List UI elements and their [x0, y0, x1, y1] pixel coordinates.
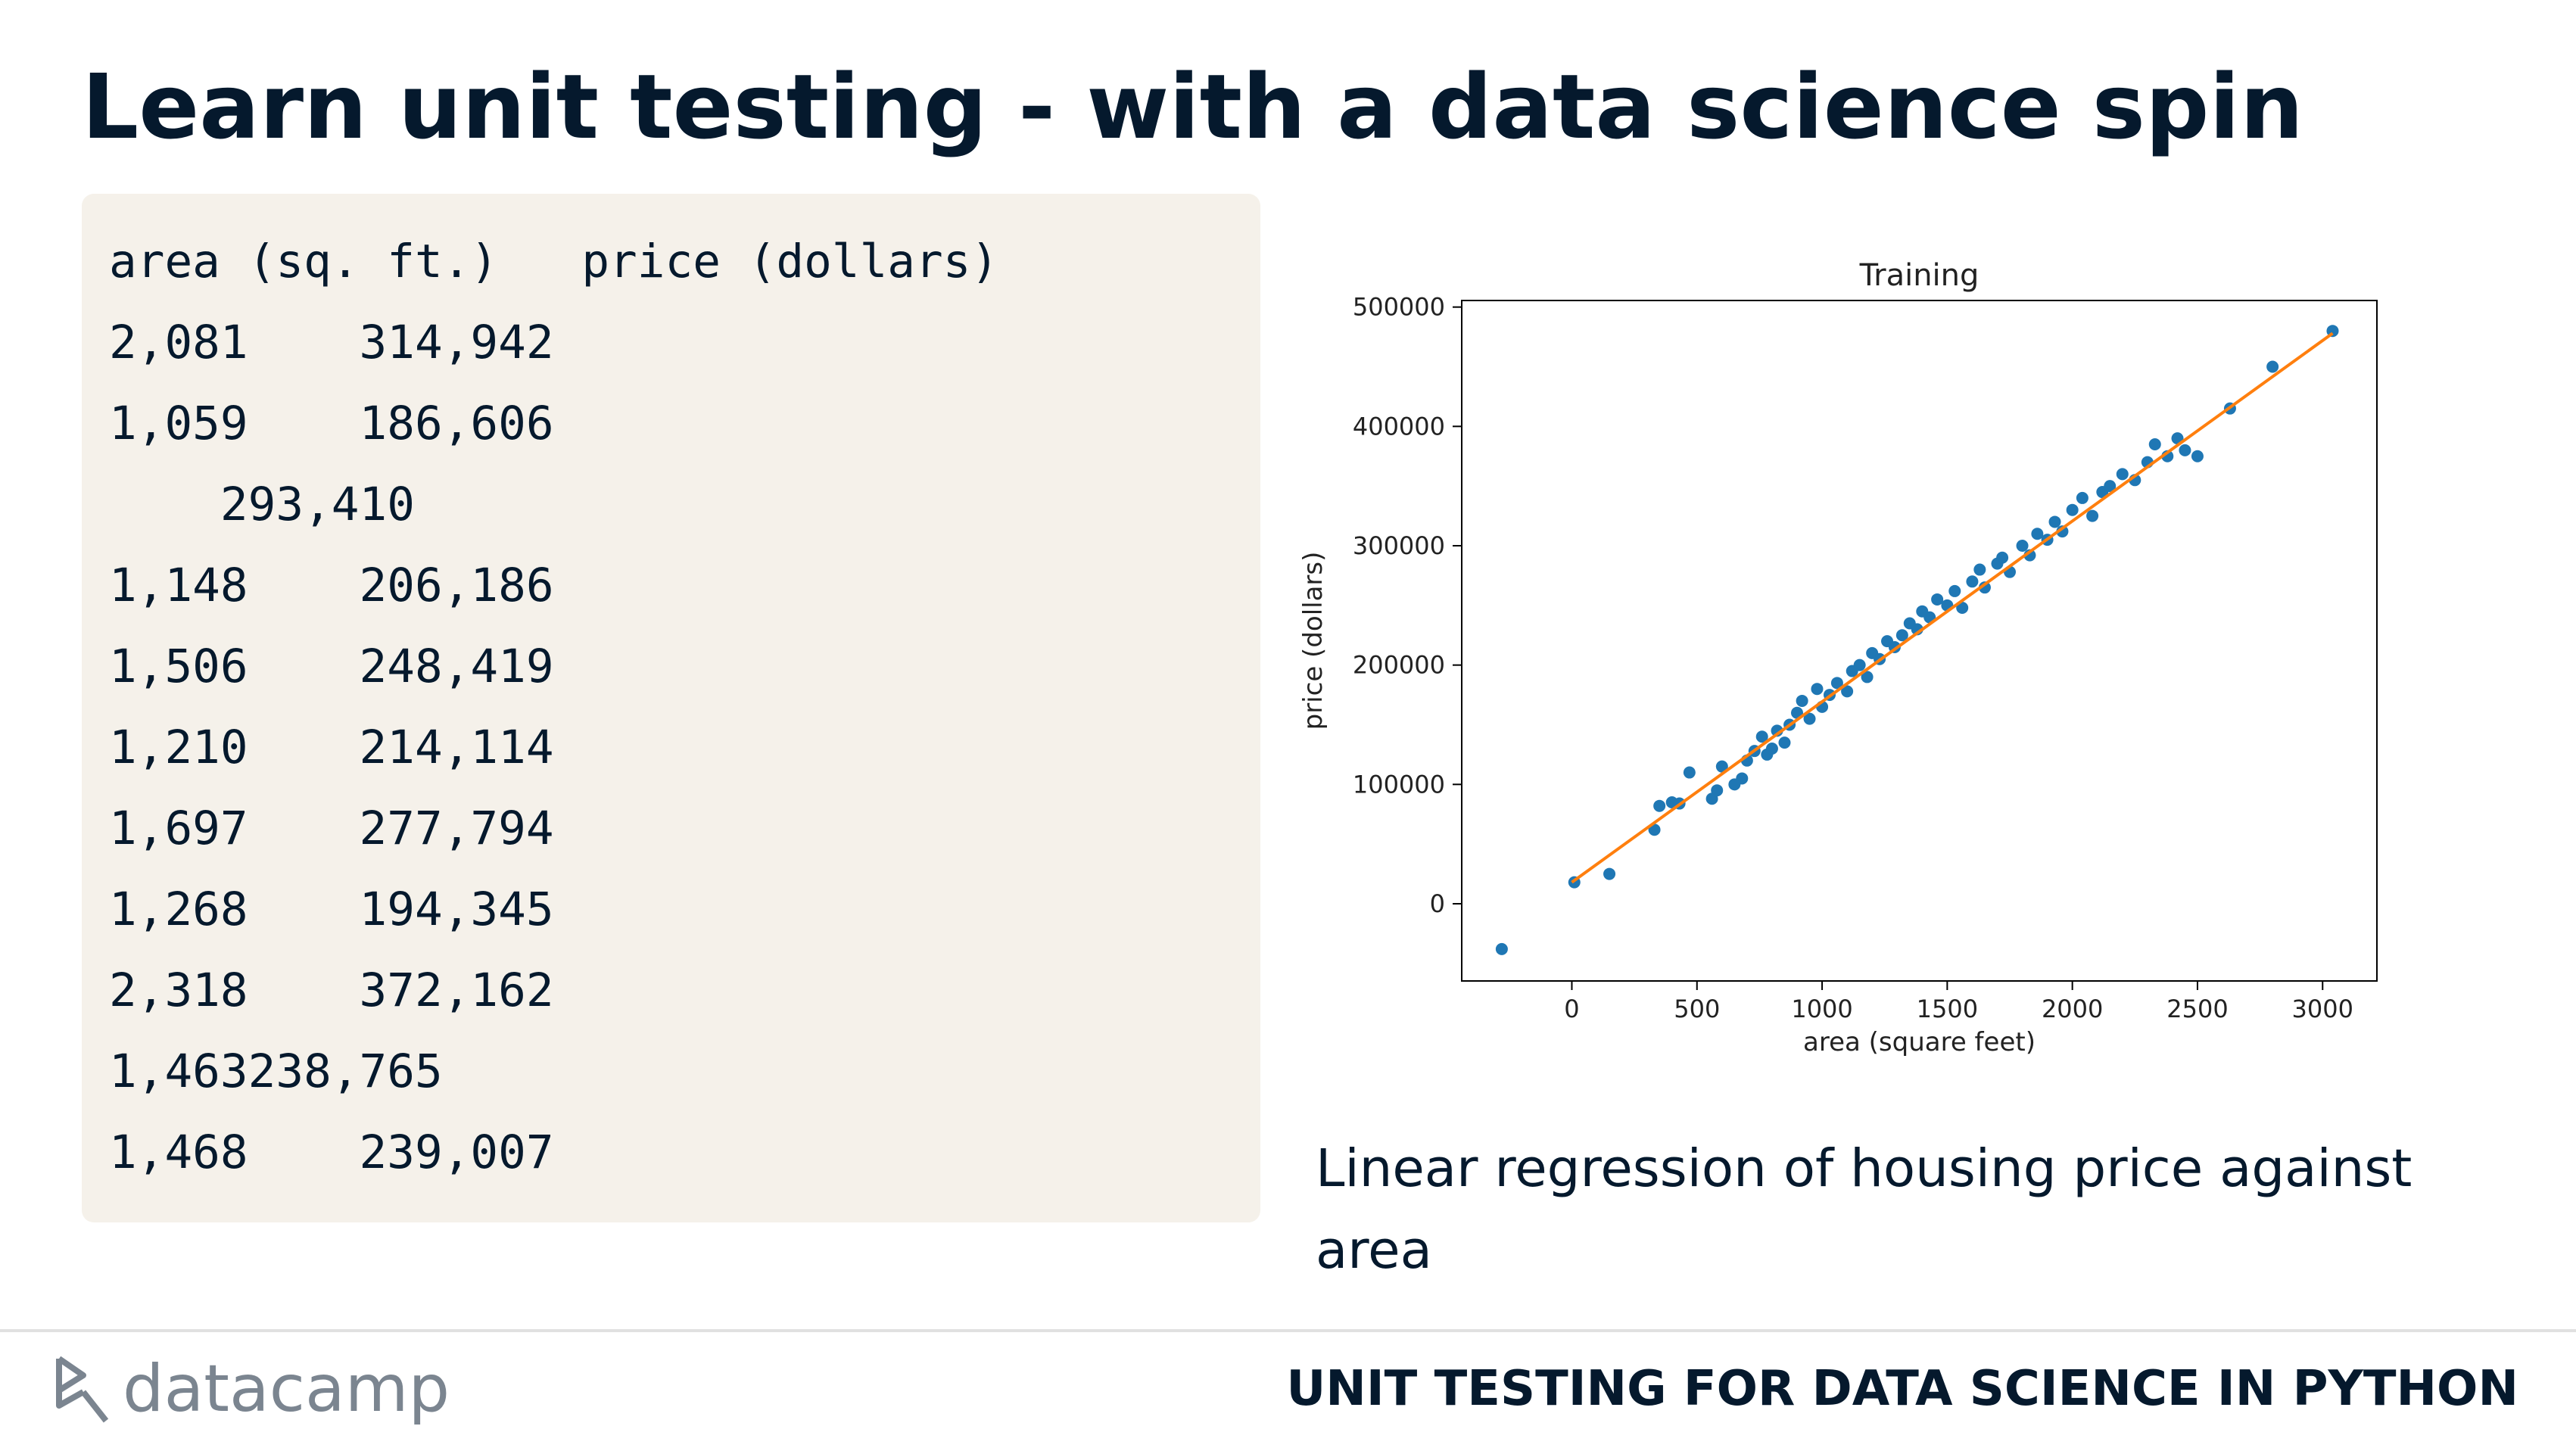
data-point: [1603, 867, 1616, 880]
data-point: [1653, 799, 1666, 812]
y-tick-label: 500000: [1353, 293, 1445, 322]
code-line: 1,210 214,114: [109, 721, 554, 774]
data-point: [1803, 712, 1816, 725]
code-line: 1,148 206,186: [109, 559, 554, 612]
data-point: [1755, 730, 1768, 743]
y-tick-label: 100000: [1353, 770, 1445, 799]
code-line: 1,468 239,007: [109, 1126, 554, 1179]
data-point: [2179, 444, 2191, 456]
footer-rule: [0, 1329, 2576, 1332]
code-line: 2,318 372,162: [109, 964, 554, 1017]
data-point: [1778, 736, 1791, 749]
code-line: 1,268 194,345: [109, 883, 554, 936]
x-tick-label: 2000: [2042, 995, 2103, 1023]
data-point: [2104, 480, 2117, 493]
data-point: [1796, 694, 1808, 707]
x-tick-label: 1500: [1917, 995, 1978, 1023]
data-point: [1648, 824, 1661, 836]
data-point: [2066, 503, 2079, 516]
data-point: [2086, 509, 2099, 522]
data-point: [1841, 685, 1854, 698]
y-tick-label: 300000: [1353, 531, 1445, 560]
data-point: [2191, 450, 2204, 462]
data-point: [1966, 575, 1979, 588]
x-tick-label: 3000: [2292, 995, 2353, 1023]
data-point: [1996, 551, 2009, 564]
data-point: [2116, 468, 2129, 481]
data-point: [1736, 772, 1749, 785]
logo-text: datacamp: [123, 1351, 450, 1427]
slide-title: Learn unit testing - with a data science…: [82, 54, 2303, 159]
code-line: 1,506 248,419: [109, 640, 554, 693]
chart: Training 0 500 1000 1500 2000 2500 3000 0 100000 2…: [1298, 258, 2378, 1057]
data-point: [1978, 581, 1991, 594]
logo-icon: [56, 1356, 109, 1423]
data-point: [1683, 766, 1696, 779]
data-point: [2056, 525, 2069, 538]
y-axis-label: price (dollars): [1298, 552, 1328, 730]
data-point: [1715, 760, 1728, 773]
data-point: [2048, 515, 2061, 528]
course-name: UNIT TESTING FOR DATA SCIENCE IN PYTHON: [1286, 1361, 2518, 1417]
code-line: 293,410: [109, 478, 415, 531]
caption: Linear regression of housing price again…: [1316, 1138, 2412, 1281]
x-tick-label: 1000: [1791, 995, 1852, 1023]
x-tick-label: 500: [1674, 995, 1720, 1023]
data-point: [1948, 584, 1961, 597]
y-tick-label: 200000: [1353, 651, 1445, 680]
data-point: [1811, 683, 1824, 696]
data-point: [1931, 593, 1944, 606]
chart-title: Training: [1859, 258, 1980, 293]
data-point: [1853, 659, 1866, 671]
logo: datacamp: [53, 1347, 450, 1431]
data-point: [2148, 437, 2161, 450]
data-point: [2016, 539, 2029, 552]
x-axis-label: area (square feet): [1803, 1027, 2036, 1057]
data-point: [2031, 528, 2044, 540]
code-block: area (sq. ft.) price (dollars) 2,081 314,…: [82, 194, 1260, 1222]
fit-line: [1571, 332, 2334, 884]
code-line: 1,059 186,606: [109, 397, 554, 450]
data-point: [1861, 671, 1874, 683]
x-tick-label: 2500: [2166, 995, 2228, 1023]
y-tick-label: 0: [1430, 889, 1445, 918]
data-point: [1956, 601, 1969, 614]
code-line: 1,697 277,794: [109, 802, 554, 855]
data-point: [2266, 360, 2279, 373]
code-line: 1,463238,765: [109, 1045, 443, 1098]
data-point: [1765, 743, 1778, 755]
data-point: [2076, 491, 2089, 504]
data-point: [1711, 784, 1724, 797]
data-point: [1830, 677, 1843, 690]
data-point: [1895, 629, 1908, 642]
code-line: 2,081 314,942: [109, 316, 554, 369]
y-tick-label: 400000: [1353, 412, 1445, 441]
x-tick-label: 0: [1564, 995, 1579, 1023]
code-line: area (sq. ft.) price (dollars): [109, 235, 999, 288]
data-point: [1973, 563, 1986, 576]
plot-frame: [1461, 300, 2378, 982]
data-point: [1495, 942, 1508, 955]
